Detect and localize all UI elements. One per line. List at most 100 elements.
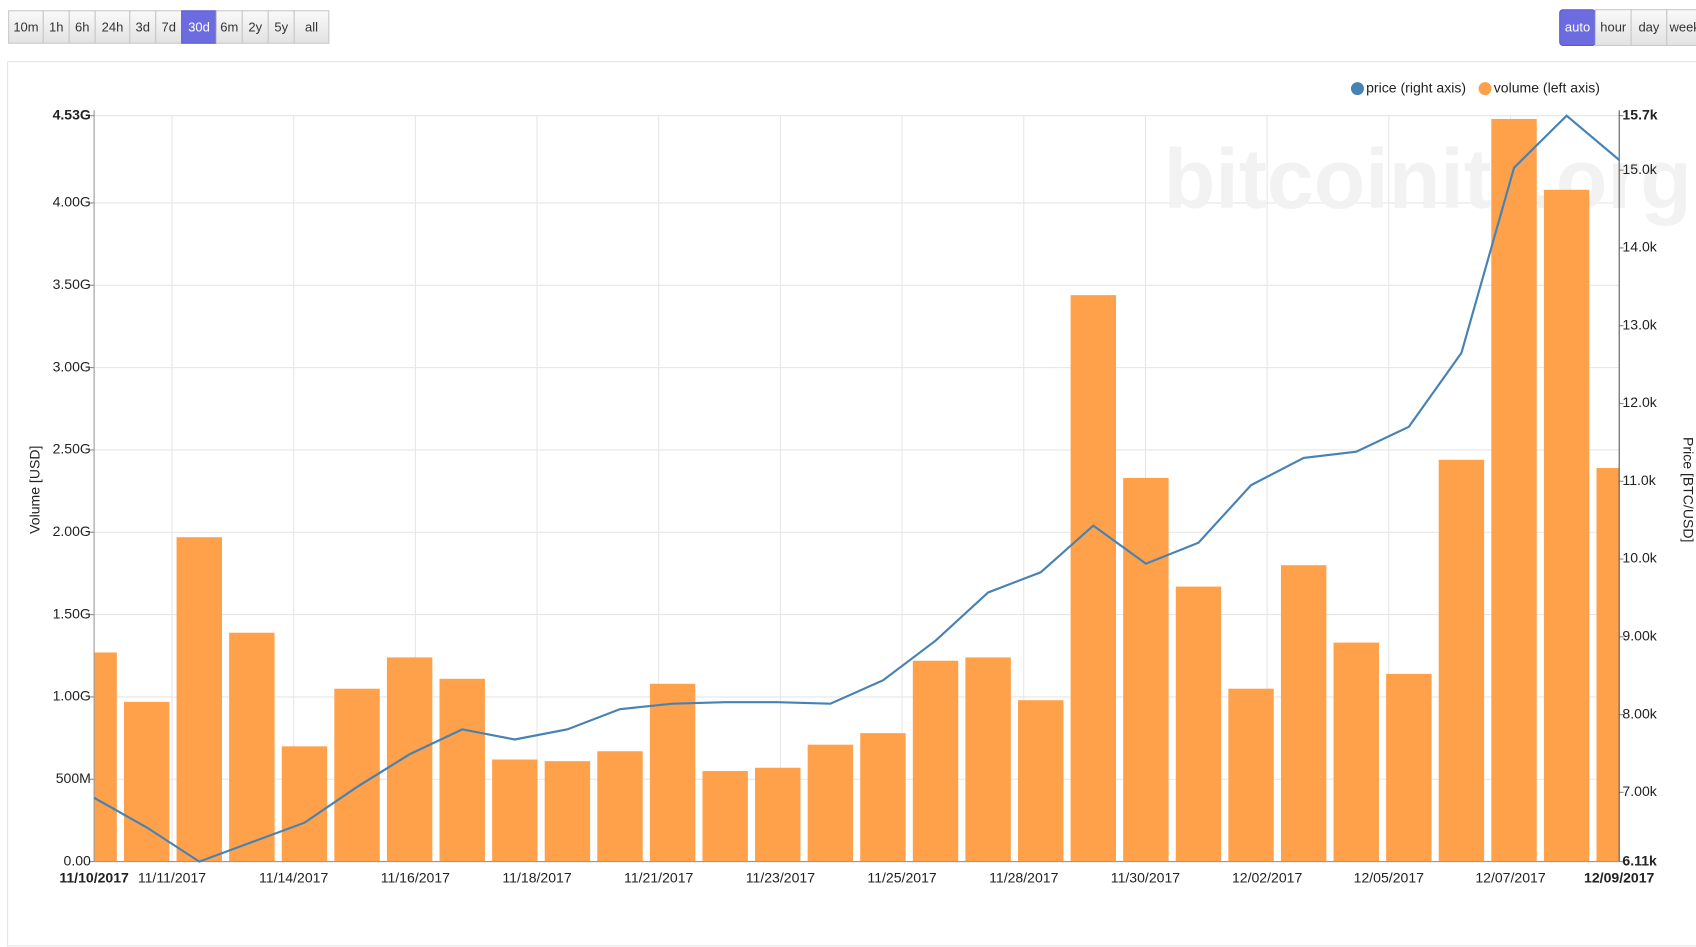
bar — [123, 701, 170, 862]
y2-tick-label: 9.00k — [1622, 628, 1657, 644]
bar — [94, 652, 117, 862]
x-tick-label: 11/30/2017 — [1111, 870, 1180, 886]
range-button-label[interactable]: 10m — [13, 20, 38, 35]
x-tick-label: 11/28/2017 — [989, 870, 1058, 886]
range-button[interactable] — [68, 10, 96, 44]
bar — [702, 771, 748, 862]
range-button[interactable] — [267, 10, 295, 44]
x-tick-label: 12/07/2017 — [1475, 870, 1546, 886]
range-button-label[interactable]: 1h — [49, 20, 63, 35]
y-tick-label: 4.00G — [53, 194, 91, 210]
y-tick-label: 2.00G — [53, 523, 91, 539]
bar — [649, 683, 696, 862]
x-tick-label: 11/25/2017 — [867, 870, 936, 886]
y2-tick-label: 15.7k — [1622, 106, 1657, 122]
legend-marker — [1478, 82, 1492, 96]
bar — [755, 767, 801, 862]
bar — [439, 678, 485, 862]
bar — [1543, 189, 1590, 862]
y2-tick-label: 10.0k — [1622, 550, 1657, 566]
range-button-label[interactable]: 30d — [188, 20, 210, 35]
bar — [597, 751, 643, 862]
unit-button[interactable] — [1630, 9, 1668, 46]
x-tick-label: 11/10/2017 — [59, 870, 129, 886]
bar — [492, 759, 538, 862]
range-button-label[interactable]: 7d — [162, 20, 176, 35]
x-tick-label: 11/18/2017 — [502, 870, 571, 886]
y2-tick-label: 7.00k — [1622, 783, 1657, 799]
y-tick-label: 4.53G — [53, 106, 91, 122]
toolbar: 10m 1h 6h 24h 3d 7d 30d 6m 2y 5y all auto hour day wee… — [8, 9, 1696, 46]
bar — [334, 688, 380, 862]
range-button[interactable] — [42, 10, 70, 44]
bar — [1596, 468, 1620, 862]
range-button-label[interactable]: 3d — [136, 20, 150, 35]
bar — [229, 632, 275, 862]
unit-button-label[interactable]: day — [1638, 20, 1659, 35]
range-button-label[interactable]: 2y — [248, 20, 262, 35]
unit-button-label[interactable]: hour — [1600, 20, 1627, 35]
range-button[interactable] — [293, 10, 330, 44]
bar — [1175, 586, 1222, 862]
y-tick-label: 2.50G — [53, 441, 91, 457]
bar — [1386, 673, 1432, 862]
watermark: bitcoinity.org — [1164, 132, 1692, 226]
range-button[interactable] — [8, 10, 44, 44]
legend-label: volume (left axis) — [1494, 79, 1600, 95]
y2-tick-label: 14.0k — [1622, 239, 1657, 255]
x-tick-label: 12/05/2017 — [1354, 870, 1425, 886]
x-tick-label: 11/11/2017 — [138, 870, 206, 886]
bar — [1280, 565, 1327, 862]
bar — [176, 537, 222, 862]
bar — [1228, 688, 1274, 862]
range-button-label[interactable]: 5y — [274, 20, 288, 35]
bar — [386, 657, 433, 862]
legend-marker — [1350, 82, 1364, 96]
bar — [860, 733, 906, 862]
range-button-label[interactable]: all — [305, 20, 318, 35]
plot-area — [94, 118, 1620, 862]
x-tick-label: 12/02/2017 — [1232, 870, 1303, 886]
bar — [1018, 700, 1064, 862]
y2-tick-label: 6.11k — [1622, 852, 1657, 868]
bar — [912, 660, 959, 862]
y-tick-label: 0.00 — [64, 852, 92, 868]
bar — [965, 657, 1011, 862]
unit-button-label[interactable]: week — [1668, 20, 1696, 35]
axes: 11/10/2017 11/11/2017 11/14/2017 11/16/2017… — [53, 106, 1658, 885]
price-line — [93, 114, 1620, 863]
x-tick-label: 12/09/2017 — [1584, 870, 1655, 886]
unit-button[interactable] — [1666, 9, 1696, 46]
range-button[interactable] — [155, 10, 183, 44]
y-tick-label: 500M — [56, 770, 91, 786]
y-tick-label: 1.00G — [53, 688, 91, 704]
y2-tick-label: 13.0k — [1622, 316, 1657, 332]
x-tick-label: 11/21/2017 — [624, 870, 693, 886]
y-axis-title: Volume [USD] — [26, 446, 42, 534]
unit-button-label[interactable]: auto — [1565, 20, 1590, 35]
range-button-label[interactable]: 6h — [75, 20, 89, 35]
y-tick-label: 3.00G — [53, 358, 91, 374]
x-tick-label: 11/23/2017 — [746, 870, 815, 886]
bar — [1123, 477, 1169, 862]
range-button[interactable] — [94, 10, 131, 44]
bar — [1438, 459, 1485, 862]
bar — [281, 746, 328, 862]
range-button-label[interactable]: 24h — [102, 20, 124, 35]
bar — [1070, 295, 1117, 862]
range-button-label[interactable]: 6m — [220, 20, 238, 35]
y2-axis-title: Price [BTC/USD] — [1681, 437, 1696, 542]
y-tick-label: 3.50G — [53, 276, 91, 292]
y2-tick-label: 8.00k — [1622, 705, 1657, 721]
bar — [807, 744, 854, 862]
legend-label: price (right axis) — [1366, 79, 1466, 95]
x-tick-label: 11/16/2017 — [381, 870, 450, 886]
y2-tick-label: 12.0k — [1622, 394, 1657, 410]
bar — [544, 761, 591, 862]
bar — [1491, 118, 1537, 862]
y2-tick-label: 11.0k — [1622, 472, 1656, 488]
x-tick-label: 11/14/2017 — [259, 870, 328, 886]
y2-tick-label: 15.0k — [1622, 161, 1657, 177]
